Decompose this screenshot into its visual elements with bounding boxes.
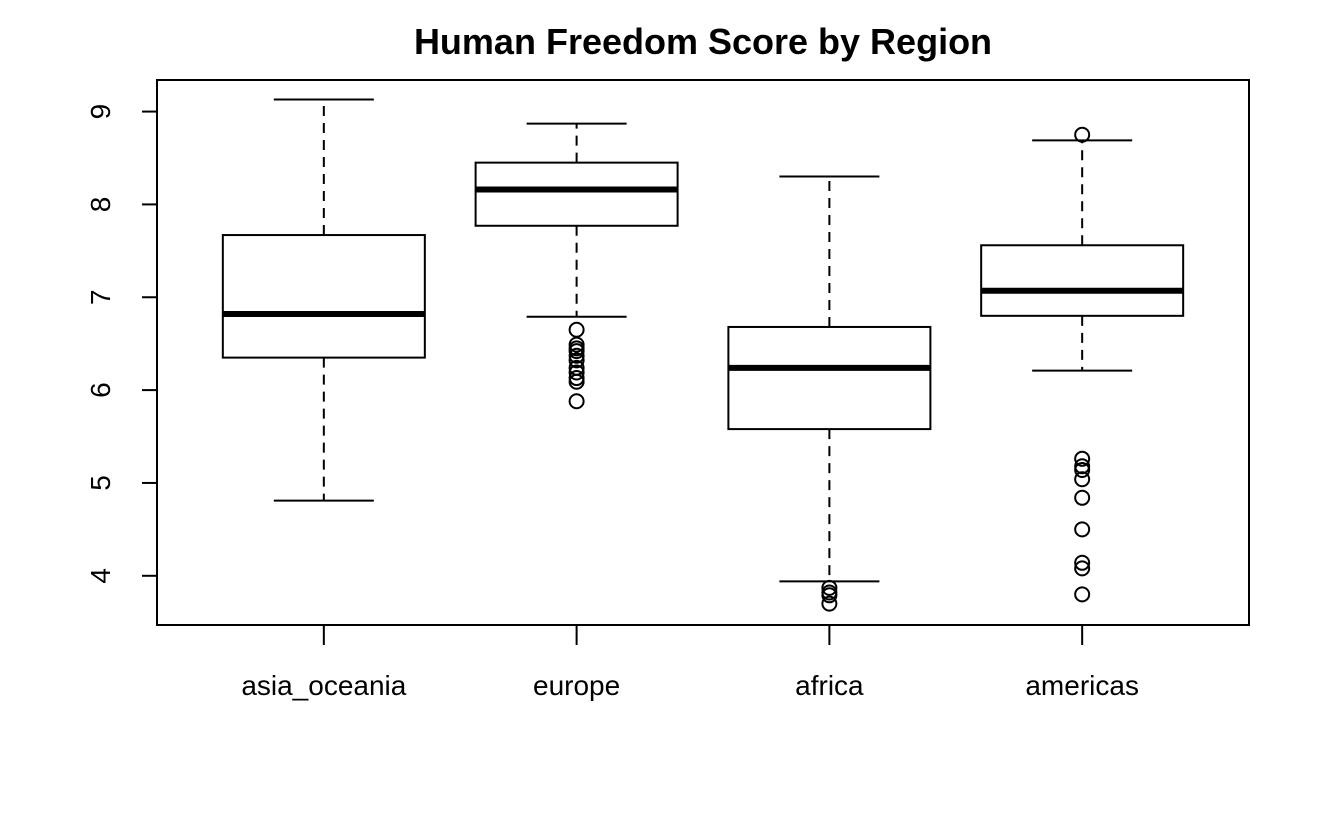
outlier-point bbox=[568, 364, 585, 381]
outlier-point bbox=[821, 587, 838, 604]
x-tick-label: africa bbox=[795, 670, 864, 701]
outlier-point bbox=[568, 343, 585, 360]
y-tick-label: 7 bbox=[85, 289, 116, 305]
outlier-point bbox=[1074, 586, 1091, 603]
outlier-point bbox=[568, 352, 585, 369]
x-tick-label: europe bbox=[533, 670, 620, 701]
y-tick-label: 9 bbox=[85, 104, 116, 120]
outlier-point bbox=[821, 579, 838, 596]
y-tick-label: 6 bbox=[85, 382, 116, 398]
iqr-box bbox=[474, 161, 679, 227]
chart-title: Human Freedom Score by Region bbox=[414, 21, 992, 62]
outlier-point bbox=[1074, 560, 1091, 577]
outlier-point bbox=[821, 595, 838, 612]
outlier-point bbox=[1074, 471, 1091, 488]
y-tick-label: 4 bbox=[85, 568, 116, 584]
y-tick-label: 8 bbox=[85, 197, 116, 213]
outlier-point bbox=[1074, 126, 1091, 143]
plot-frame bbox=[156, 79, 1250, 626]
iqr-box bbox=[221, 234, 426, 359]
outlier-point bbox=[568, 393, 585, 410]
x-tick-label: americas bbox=[1025, 670, 1139, 701]
outlier-point bbox=[568, 373, 585, 390]
iqr-box bbox=[980, 244, 1185, 317]
outlier-point bbox=[1074, 521, 1091, 538]
outlier-point bbox=[1074, 554, 1091, 571]
chart-marks: 4 5 6 7 8 9 asia_oceania europe africa americas bbox=[85, 98, 1185, 701]
outlier-point bbox=[1074, 489, 1091, 506]
outlier-point bbox=[1074, 461, 1091, 478]
outlier-point bbox=[568, 347, 585, 364]
x-tick-label: asia_oceania bbox=[241, 670, 406, 701]
iqr-box bbox=[727, 325, 932, 431]
outlier-point bbox=[1074, 450, 1091, 467]
y-tick-label: 5 bbox=[85, 475, 116, 491]
